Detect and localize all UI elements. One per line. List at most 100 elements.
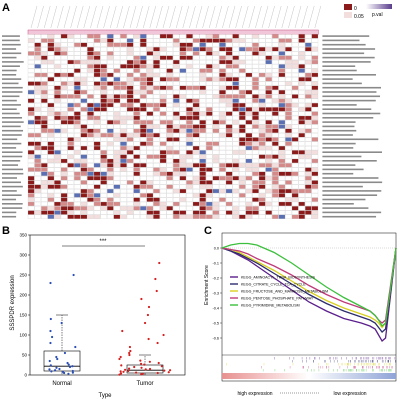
heatmap-cell (140, 158, 147, 164)
heatmap-cell (252, 81, 259, 86)
heatmap-cell (54, 197, 61, 202)
heatmap-cell (107, 111, 114, 116)
heatmap-cell (126, 85, 134, 90)
heatmap-cell (258, 163, 266, 168)
heatmap-column-label (189, 5, 196, 29)
heatmap-cell (41, 102, 48, 108)
heatmap-cell (146, 154, 154, 159)
heatmap-cell (140, 133, 147, 138)
heatmap-cell (133, 184, 140, 189)
heatmap-cell (258, 150, 266, 155)
heatmap-cell (140, 38, 147, 43)
heatmap-cell (192, 184, 200, 189)
heatmap-cell (140, 189, 147, 194)
heatmap-cell (87, 197, 94, 202)
heatmap-cell (239, 210, 246, 215)
heatmap-cell (285, 158, 292, 164)
heatmap-cell (27, 150, 35, 155)
heatmap-row-label (2, 142, 22, 145)
heatmap-cell (107, 98, 114, 103)
heatmap-cell (67, 90, 74, 95)
boxplot-point (74, 345, 77, 349)
heatmap-cell (192, 176, 200, 181)
heatmap-cell (285, 59, 292, 65)
heatmap-row-label (2, 91, 23, 93)
heatmap-cell (166, 137, 173, 142)
heatmap-cell (54, 59, 61, 65)
heatmap-cell (225, 189, 233, 194)
heatmap-cell (54, 98, 61, 103)
heatmap-cell (140, 124, 147, 129)
gsea-legend-label: KEGG_PENTOSE_PHOSPHATE_PATHWAY (241, 296, 314, 300)
heatmap-cell (239, 85, 246, 90)
gsea-legend: KEGG_AMINOACYL_TRNA_BIOSYNTHESISKEGG_CIT… (230, 275, 328, 307)
heatmap-cell (179, 72, 187, 78)
heatmap-cell (232, 98, 239, 103)
heatmap-cell (107, 77, 114, 82)
heatmap-cell (47, 34, 55, 39)
heatmap-cell (60, 120, 68, 125)
heatmap-cells (2, 5, 383, 219)
heatmap-cell (80, 180, 88, 185)
heatmap-cell (41, 94, 48, 99)
heatmap-cell (153, 64, 160, 69)
heatmap-cell (54, 137, 61, 142)
heatmap-cell (113, 111, 121, 116)
heatmap-cell (206, 55, 213, 60)
heatmap-cell (166, 141, 173, 146)
heatmap-cell (225, 68, 233, 73)
heatmap-cell (291, 210, 299, 215)
heatmap-cell (47, 120, 55, 125)
heatmap-cell (27, 102, 35, 108)
heatmap-cell (265, 167, 272, 172)
heatmap-cell (285, 98, 292, 103)
heatmap-cell (179, 68, 187, 73)
heatmap-cell (291, 120, 299, 125)
heatmap-cell (285, 68, 292, 73)
heatmap-cell (291, 154, 299, 159)
heatmap-cell (212, 206, 220, 211)
heatmap-cell (153, 193, 160, 198)
heatmap-cell (93, 201, 101, 207)
heatmap-cell (34, 124, 41, 129)
heatmap-cell (80, 98, 88, 103)
heatmap-cell (305, 124, 312, 129)
heatmap-cell (186, 158, 193, 164)
heatmap-cell (87, 206, 94, 211)
heatmap-column-label (156, 5, 163, 29)
heatmap-cell (285, 180, 292, 185)
heatmap-cell (245, 68, 253, 73)
heatmap-cell (113, 133, 121, 138)
heatmap-cell (239, 51, 246, 56)
heatmap-cell (206, 72, 213, 78)
heatmap-cell (173, 42, 180, 47)
heatmap-cell (199, 197, 206, 202)
heatmap-cell (245, 81, 253, 86)
heatmap-cell (100, 120, 107, 125)
heatmap-cell (265, 124, 272, 129)
heatmap-cell (311, 150, 319, 155)
heatmap-cell (166, 154, 173, 159)
heatmap-cell (47, 150, 55, 155)
heatmap-cell (212, 214, 220, 219)
heatmap-cell (67, 137, 74, 142)
heatmap-row-label (2, 155, 23, 158)
heatmap-cell (311, 64, 319, 69)
heatmap-cell (34, 102, 41, 108)
heatmap-cell (206, 141, 213, 146)
heatmap-row-label (2, 48, 17, 50)
heatmap-cell (219, 120, 226, 125)
heatmap-cell (219, 201, 226, 207)
heatmap-cell (133, 193, 140, 198)
heatmap-row-annotation (322, 35, 370, 37)
heatmap-cell (219, 72, 226, 78)
heatmap-cell (278, 90, 286, 95)
gsea-y-tick-label: -0.3 (212, 291, 219, 295)
heatmap-cell (140, 206, 147, 211)
heatmap-cell (166, 150, 173, 155)
heatmap-cell (219, 184, 226, 189)
heatmap-cell (41, 120, 48, 125)
heatmap-cell (80, 77, 88, 82)
heatmap-cell (311, 210, 319, 215)
